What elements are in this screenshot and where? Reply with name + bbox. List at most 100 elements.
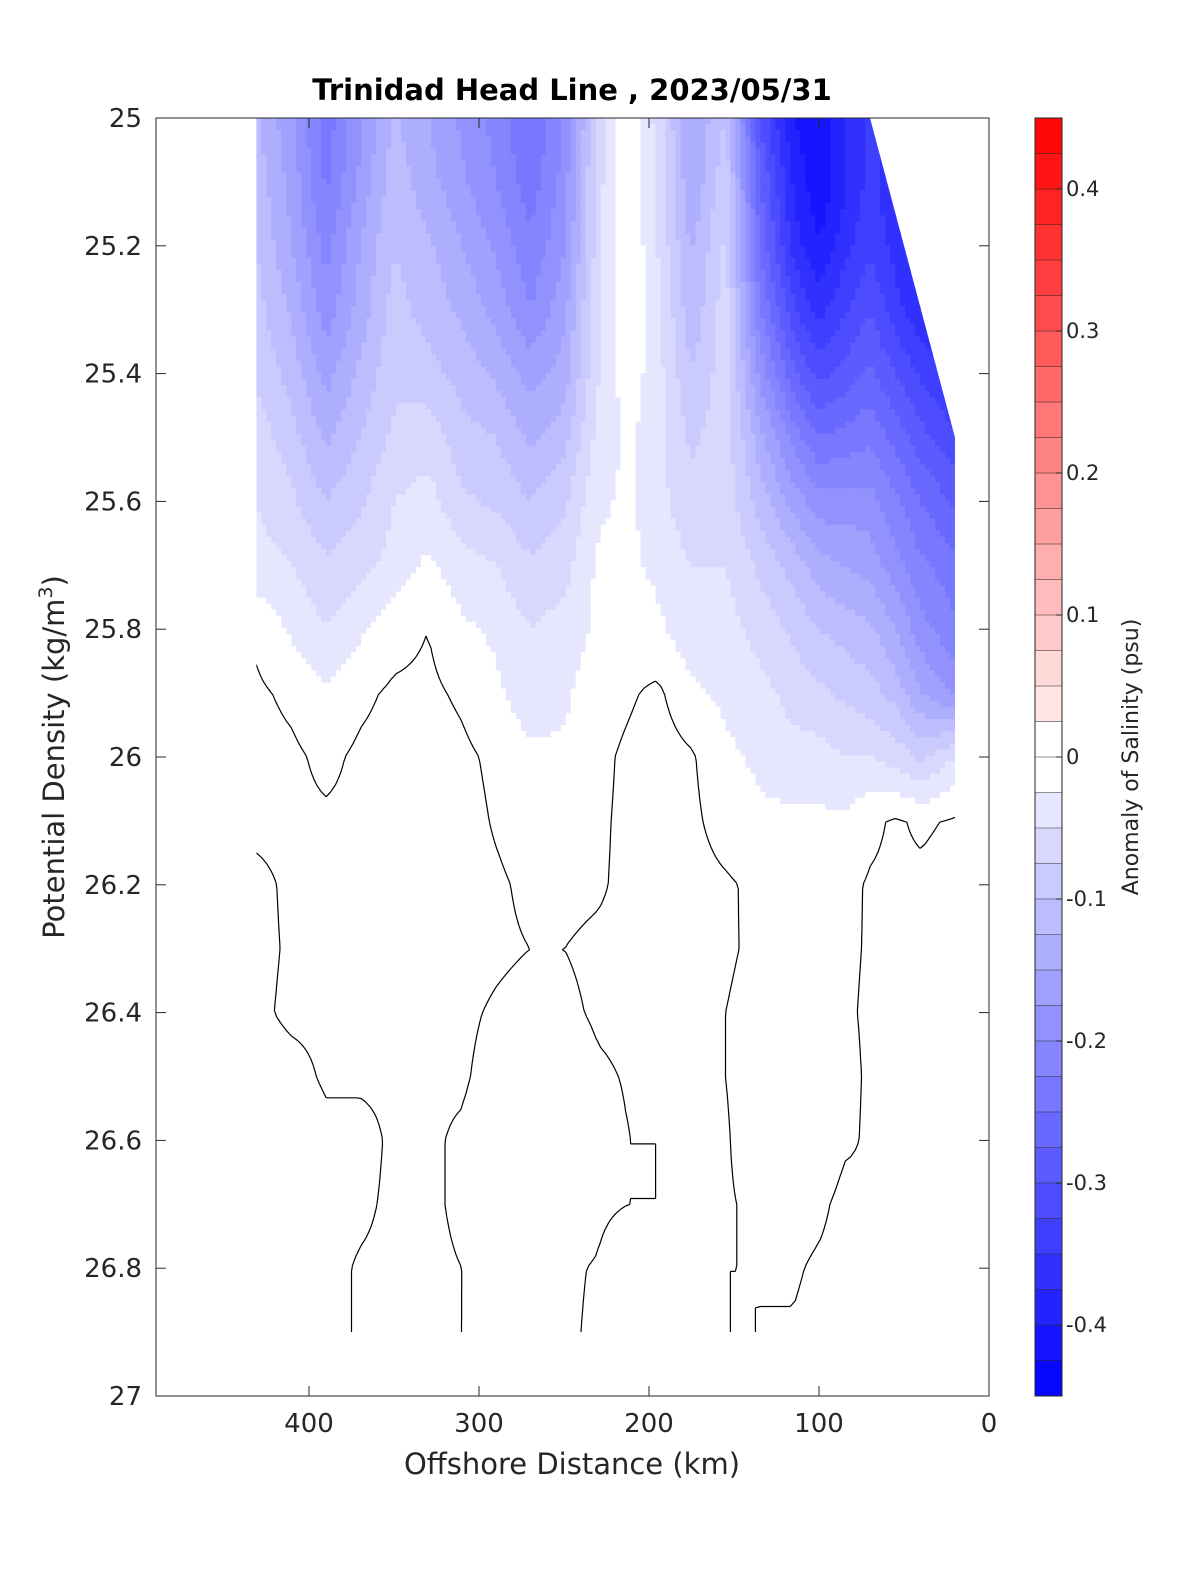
field-cell <box>870 239 876 246</box>
field-cell <box>730 136 736 143</box>
field-cell <box>541 264 547 271</box>
field-cell <box>760 160 766 167</box>
field-cell <box>381 203 387 210</box>
field-cell <box>775 239 781 246</box>
field-cell <box>686 191 692 198</box>
field-cell <box>885 209 891 216</box>
field-cell <box>571 239 577 246</box>
field-cell <box>301 173 307 180</box>
field-cell <box>511 191 517 198</box>
field-cell <box>456 282 462 289</box>
field-cell <box>805 227 811 234</box>
field-cell <box>556 160 562 167</box>
field-cell <box>686 136 692 143</box>
field-cell <box>476 160 482 167</box>
field-cell <box>521 191 527 198</box>
field-cell <box>471 160 477 167</box>
field-cell <box>865 245 871 252</box>
field-cell <box>461 203 467 210</box>
field-cell <box>276 221 282 228</box>
field-cell <box>880 239 886 246</box>
field-cell <box>661 197 667 204</box>
field-cell <box>805 209 811 216</box>
field-cell <box>671 270 677 277</box>
field-cell <box>446 154 452 161</box>
field-cell <box>875 258 881 265</box>
field-cell <box>576 160 582 167</box>
field-cell <box>730 239 736 246</box>
field-cell <box>890 221 896 228</box>
field-cell <box>551 167 557 174</box>
field-cell <box>351 118 357 125</box>
field-cell <box>676 142 682 149</box>
field-cell <box>526 148 532 155</box>
field-cell <box>855 118 861 125</box>
field-cell <box>596 282 602 289</box>
field-cell <box>451 245 457 252</box>
field-cell <box>745 245 751 252</box>
field-cell <box>890 270 896 277</box>
field-cell <box>865 173 871 180</box>
field-cell <box>471 239 477 246</box>
field-cell <box>321 154 327 161</box>
field-cell <box>870 154 876 161</box>
field-cell <box>366 233 372 240</box>
field-cell <box>391 142 397 149</box>
field-cell <box>656 221 662 228</box>
field-cell <box>576 239 582 246</box>
field-cell <box>830 179 836 186</box>
field-cell <box>531 276 537 283</box>
field-cell <box>421 221 427 228</box>
field-cell <box>715 282 721 289</box>
field-cell <box>291 154 297 161</box>
field-cell <box>466 215 472 222</box>
field-cell <box>311 221 317 228</box>
field-cell <box>551 209 557 216</box>
field-cell <box>406 221 412 228</box>
field-cell <box>311 264 317 271</box>
field-cell <box>661 148 667 155</box>
field-cell <box>341 209 347 216</box>
field-cell <box>326 270 332 277</box>
field-cell <box>491 118 497 125</box>
field-cell <box>815 227 821 234</box>
field-cell <box>551 239 557 246</box>
field-cell <box>376 270 382 277</box>
field-cell <box>351 258 357 265</box>
field-cell <box>690 160 696 167</box>
field-cell <box>526 191 532 198</box>
field-cell <box>351 245 357 252</box>
field-cell <box>461 276 467 283</box>
field-cell <box>715 233 721 240</box>
field-cell <box>770 130 776 137</box>
field-cell <box>686 154 692 161</box>
field-cell <box>426 136 432 143</box>
field-cell <box>715 276 721 283</box>
field-cell <box>596 136 602 143</box>
field-cell <box>780 239 786 246</box>
field-cell <box>301 264 307 271</box>
field-cell <box>416 215 422 222</box>
field-cell <box>596 173 602 180</box>
field-cell <box>840 264 846 271</box>
field-cell <box>830 160 836 167</box>
field-cell <box>291 203 297 210</box>
field-cell <box>860 239 866 246</box>
field-cell <box>506 124 512 131</box>
field-cell <box>416 258 422 265</box>
field-cell <box>301 227 307 234</box>
field-cell <box>476 148 482 155</box>
field-cell <box>700 203 706 210</box>
field-cell <box>326 136 332 143</box>
field-cell <box>261 215 267 222</box>
field-cell <box>830 124 836 131</box>
field-cell <box>566 136 572 143</box>
field-cell <box>745 124 751 131</box>
field-cell <box>840 142 846 149</box>
field-cell <box>606 148 612 155</box>
field-cell <box>391 124 397 131</box>
field-cell <box>765 276 771 283</box>
field-cell <box>331 160 337 167</box>
field-cell <box>681 154 687 161</box>
field-cell <box>720 173 726 180</box>
